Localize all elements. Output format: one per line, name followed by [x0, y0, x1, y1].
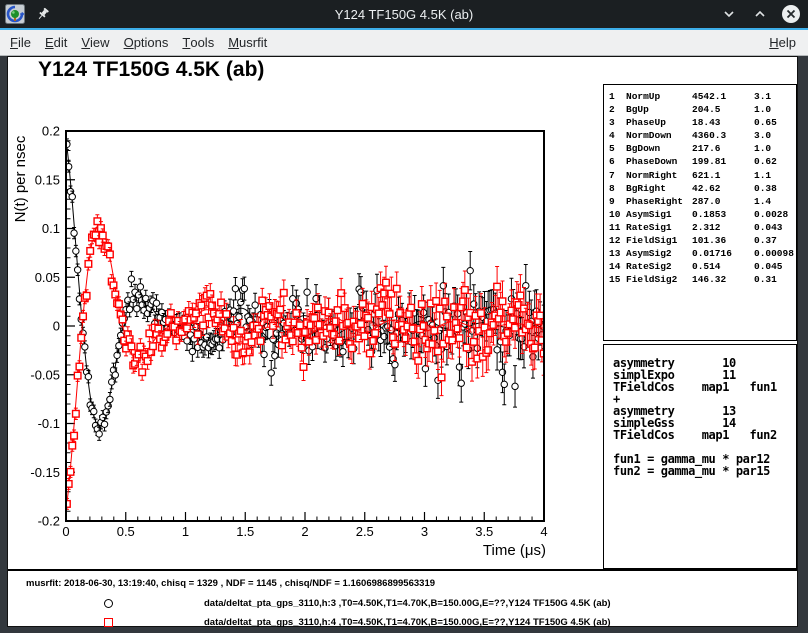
menu-edit[interactable]: Edit — [38, 30, 74, 55]
maximize-button[interactable] — [749, 3, 771, 25]
plot-canvas[interactable] — [8, 57, 604, 569]
parameter-row: 5BgDown217.61.0 — [604, 142, 796, 155]
theory-line: fun2 = gamma_mu * par15 — [613, 465, 796, 477]
menu-help[interactable]: Help — [761, 30, 804, 55]
parameter-row: 8BgRight42.620.38 — [604, 182, 796, 195]
pin-icon[interactable] — [35, 6, 51, 22]
app-icon[interactable] — [5, 4, 25, 24]
menu-file[interactable]: File — [0, 30, 38, 55]
titlebar: Y124 TF150G 4.5K (ab) — [0, 0, 808, 28]
theory-line: TFieldCos map1 fun1 — [613, 381, 796, 393]
window-title: Y124 TF150G 4.5K (ab) — [0, 7, 808, 22]
parameter-row: 1NormUp4542.13.1 — [604, 90, 796, 103]
minimize-icon — [722, 7, 736, 21]
legend-marker-square-icon — [104, 618, 113, 627]
stats-legend-panel: musrfit: 2018-06-30, 13:19:40, chisq = 1… — [8, 569, 797, 626]
parameter-row: 6PhaseDown199.810.62 — [604, 155, 796, 168]
close-icon — [781, 4, 801, 24]
legend-label: data/deltat_pta_gps_3110,h:3 ,T0=4.50K,T… — [204, 598, 611, 609]
parameter-row: 15FieldSig2146.320.31 — [604, 273, 796, 286]
menu-musrfit[interactable]: Musrfit — [221, 30, 274, 55]
menu-options[interactable]: Options — [117, 30, 176, 55]
parameter-row: 14RateSig20.5140.045 — [604, 260, 796, 273]
close-button[interactable] — [780, 3, 802, 25]
minimize-button[interactable] — [718, 3, 740, 25]
parameter-row: 12FieldSig1101.360.37 — [604, 234, 796, 247]
legend-item: data/deltat_pta_gps_3110,h:4 ,T0=4.50K,T… — [8, 616, 797, 628]
legend-marker-circle-icon — [104, 599, 113, 608]
parameter-row: 2BgUp204.51.0 — [604, 103, 796, 116]
root-canvas-area: Y124 TF150G 4.5K (ab) 1NormUp4542.13.12B… — [7, 56, 798, 627]
parameter-row: 13AsymSig20.017160.00098 — [604, 247, 796, 260]
parameter-box: 1NormUp4542.13.12BgUp204.51.03PhaseUp18.… — [603, 84, 797, 341]
theory-box: asymmetry 10simplExpo 11TFieldCos map1 f… — [603, 344, 797, 569]
parameter-row: 11RateSig12.3120.043 — [604, 221, 796, 234]
theory-line: TFieldCos map1 fun2 — [613, 429, 796, 441]
legend-label: data/deltat_pta_gps_3110,h:4 ,T0=4.50K,T… — [204, 617, 611, 628]
parameter-row: 4NormDown4360.33.0 — [604, 129, 796, 142]
menu-tools[interactable]: Tools — [175, 30, 221, 55]
parameter-row: 10AsymSig10.18530.0028 — [604, 208, 796, 221]
maximize-icon — [753, 7, 767, 21]
legend-item: data/deltat_pta_gps_3110,h:3 ,T0=4.50K,T… — [8, 597, 797, 609]
app-window: Y124 TF150G 4.5K (ab) FileEditVie — [0, 0, 808, 633]
parameter-row: 9PhaseRight287.01.4 — [604, 195, 796, 208]
parameter-row: 3PhaseUp18.430.65 — [604, 116, 796, 129]
plot-title: Y124 TF150G 4.5K (ab) — [38, 58, 264, 82]
parameter-row: 7NormRight621.11.1 — [604, 169, 796, 182]
menu-view[interactable]: View — [74, 30, 116, 55]
menubar: FileEditViewOptionsToolsMusrfit Help — [0, 30, 808, 56]
fit-info: musrfit: 2018-06-30, 13:19:40, chisq = 1… — [26, 578, 435, 589]
